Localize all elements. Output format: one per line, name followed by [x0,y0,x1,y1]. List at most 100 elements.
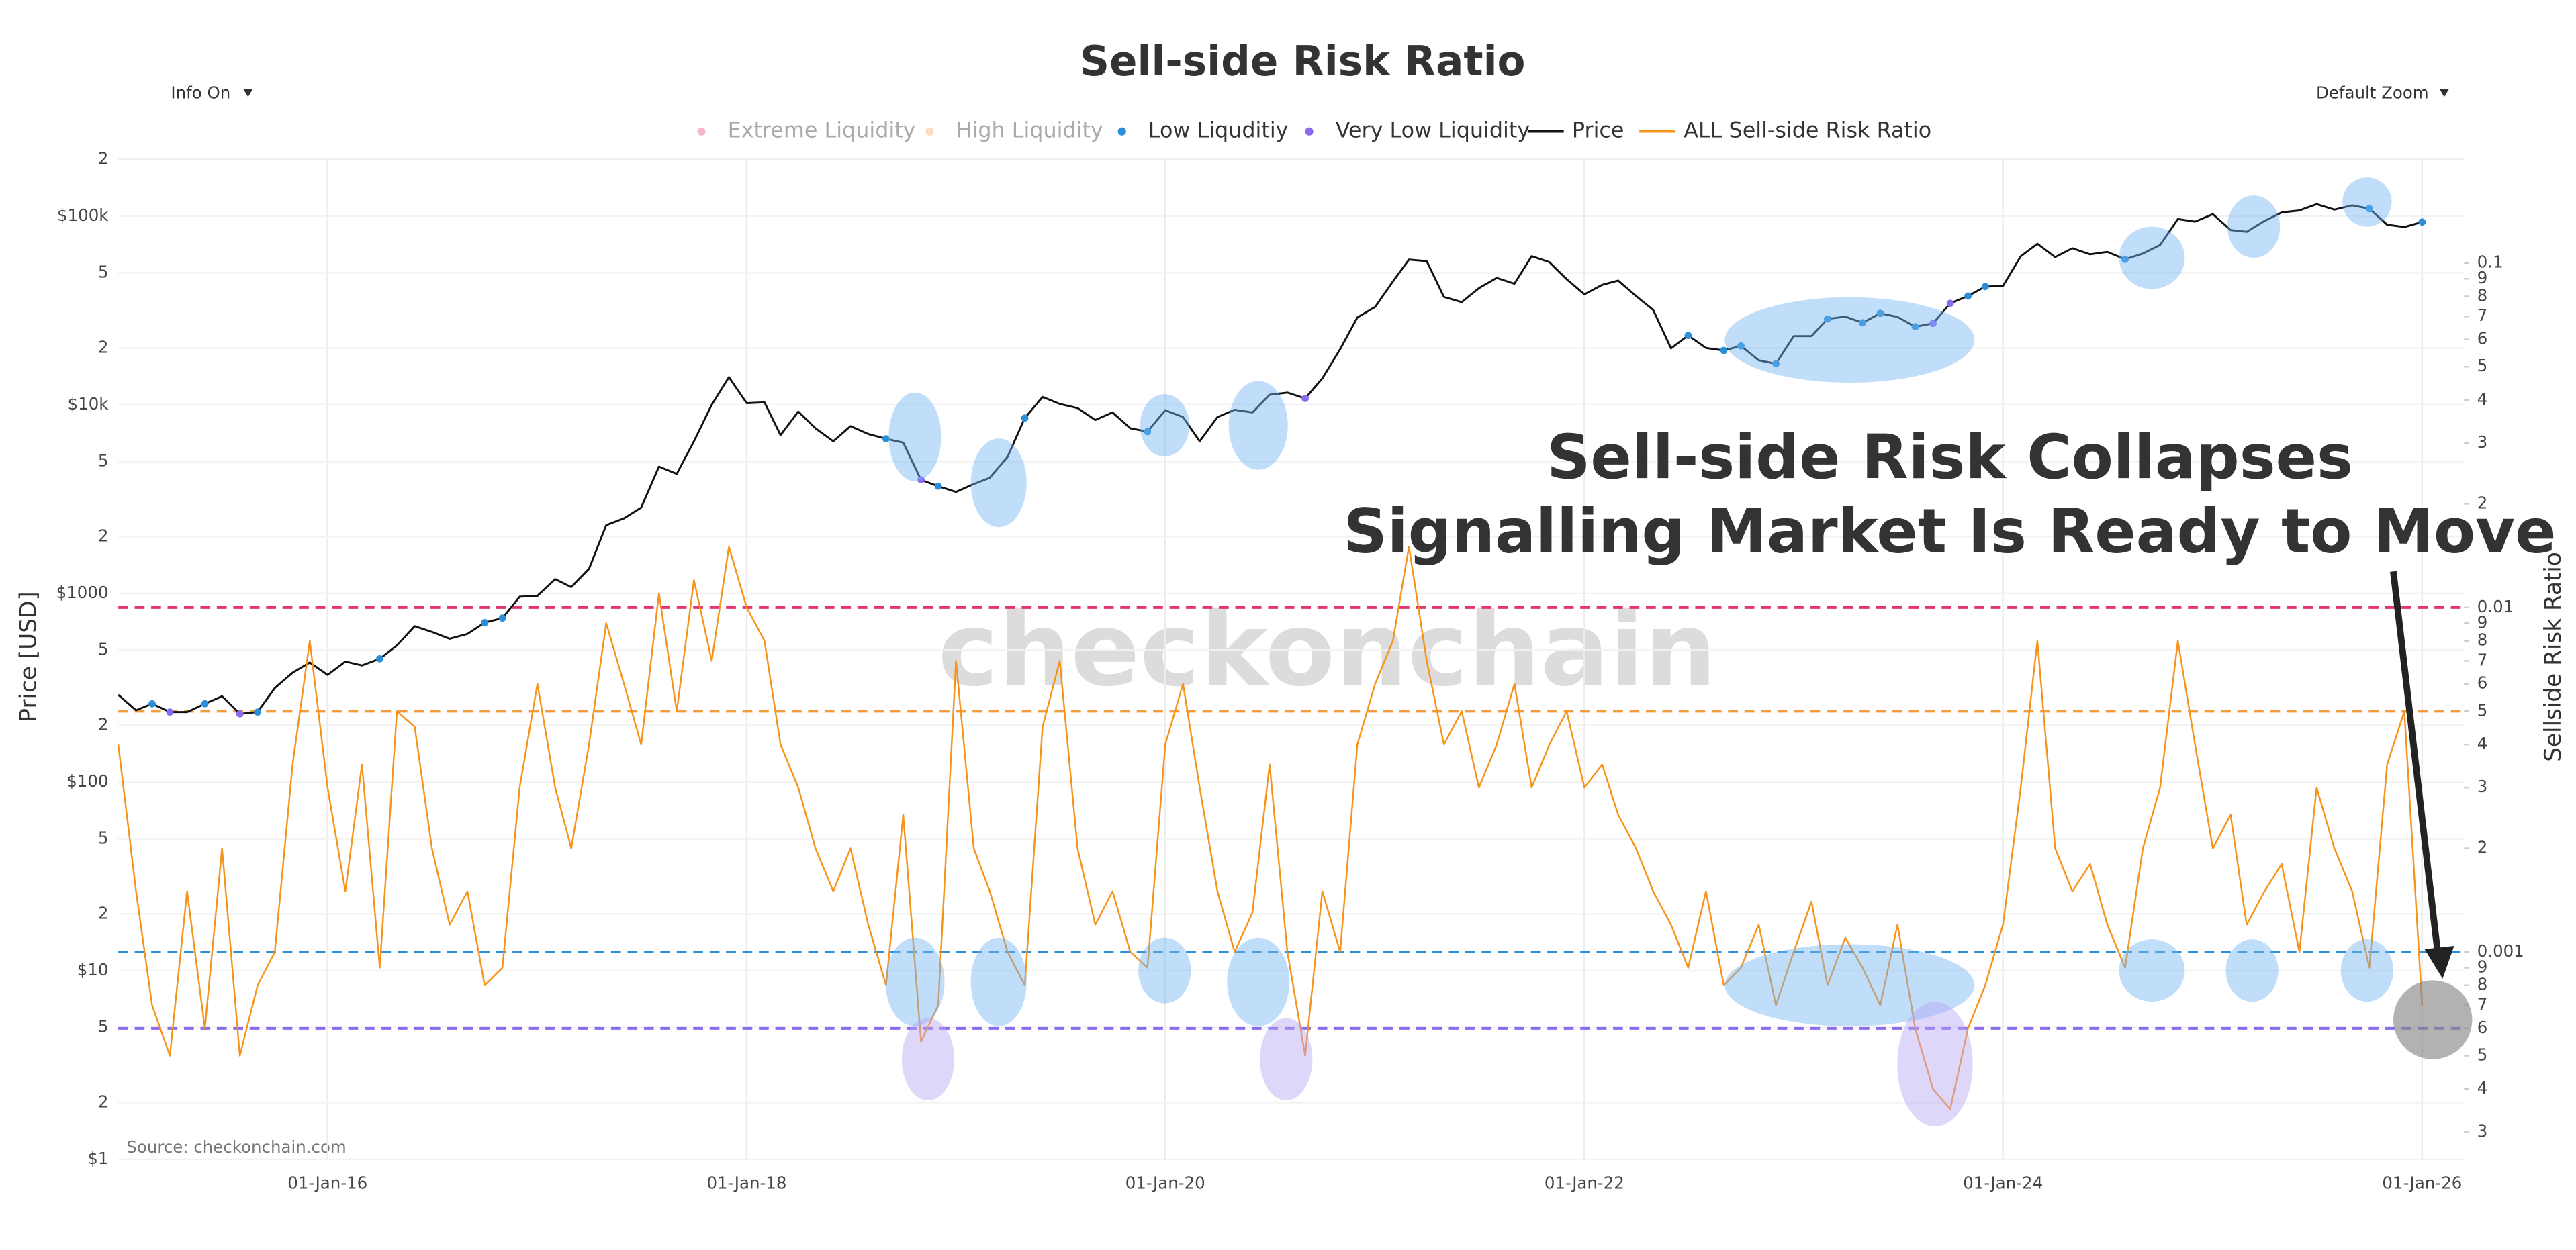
highlight [901,1018,955,1100]
chart-title: Sell-side Risk Ratio [1080,38,1526,85]
y2-tick-label: 7 [2477,650,2488,669]
x-tick-label: 01-Jan-22 [1545,1173,1624,1193]
legend-item[interactable]: ALL Sell-side Risk Ratio [1639,118,1931,143]
liquidity-marker [1964,292,1972,300]
y2-tick-label: 3 [2477,777,2488,796]
y2-tick-label: 6 [2477,673,2488,693]
liquidity-marker [934,482,942,490]
focus-circle [2393,980,2473,1059]
control-button[interactable]: Info On [171,83,230,102]
legend-item[interactable]: Extreme Liquidity [697,118,915,143]
y2-tick-label: 0.1 [2477,252,2503,272]
highlight-ellipses [901,1002,1973,1127]
y2-tick-label: 2 [2477,838,2488,857]
liquidity-marker [2121,255,2129,263]
highlight [1724,944,1975,1026]
liquidity-marker [166,708,174,716]
liquidity-marker [1772,360,1780,368]
y2-tick-label: 5 [2477,356,2488,375]
y2-tick-label: 6 [2477,329,2488,348]
highlight [2342,177,2392,227]
legend-item[interactable]: Low Liquditiy [1117,118,1289,143]
highlight [1227,937,1290,1026]
y2-tick-label: 9 [2477,612,2488,632]
highlight [2340,939,2393,1002]
legend-label: Extreme Liquidity [728,118,916,143]
y2-tick-label: 4 [2477,389,2488,409]
highlight [2227,195,2281,258]
annotation-text: Signalling Market Is Ready to Move [1344,496,2557,567]
y-tick-label: $100 [66,771,108,791]
control-button[interactable]: Default Zoom [2316,83,2429,102]
y2-tick-label: 4 [2477,1078,2488,1098]
legend-item[interactable]: Price [1527,118,1624,143]
x-tick-label: 01-Jan-24 [1963,1173,2043,1193]
series-line [117,546,2424,1110]
y2-tick-label: 4 [2477,734,2488,753]
liquidity-marker [236,710,244,718]
dropdown-icon[interactable] [243,89,253,97]
legend: Extreme Liquidity High Liquidity Low Liqud… [697,118,1931,143]
y-tick-label: 2 [98,526,109,545]
legend-label: Price [1572,118,1624,143]
plot [117,203,2465,1110]
highlight-ellipses [885,177,2393,1026]
y2-tick-label: 2 [2477,493,2488,512]
liquidity-marker [1824,315,1831,323]
arrow-head [2424,945,2454,979]
y-tick-label: 5 [98,262,109,281]
y2-tick-label: 5 [2477,700,2488,720]
y-tick-label: $100k [57,205,109,225]
y-tick-label: 2 [98,714,109,734]
source-note: Source: checkonchain.com [126,1137,346,1157]
y-tick-label: 5 [98,1017,109,1037]
highlight [2119,226,2185,289]
y2-tick-label: 8 [2477,975,2488,994]
y2-tick-label: 5 [2477,1045,2488,1064]
liquidity-marker [1946,299,1954,307]
y2-tick-label: 9 [2477,957,2488,977]
x-tick-label: 01-Jan-20 [1125,1173,1205,1193]
liquidity-marker [376,655,383,663]
legend-swatch [697,127,706,136]
legend-item[interactable]: Very Low Liquidity [1305,118,1530,143]
legend-item[interactable]: High Liquidity [925,118,1103,143]
highlight [885,937,945,1026]
highlight [1138,937,1191,1004]
liquidity-marker [1144,428,1152,436]
dropdown-icon[interactable] [2439,89,2450,97]
liquidity-marker [1929,320,1937,328]
liquidity-marker [882,435,890,442]
x-tick-label: 01-Jan-16 [287,1173,367,1193]
highlight [970,438,1027,528]
y-tick-label: 2 [98,1092,109,1111]
highlight [888,392,941,481]
x-tick-label: 01-Jan-26 [2382,1173,2462,1193]
liquidity-marker [1859,319,1866,327]
y2-tick-label: 0.001 [2477,941,2524,961]
y-tick-label: $1000 [56,583,109,602]
legend-label: Low Liquditiy [1148,118,1289,143]
highlight [2225,939,2279,1002]
legend-swatch [1117,127,1126,136]
highlight [1140,394,1189,457]
y2-tick-label: 7 [2477,305,2488,325]
y2-tick-label: 6 [2477,1018,2488,1037]
y2-axis-label: Sellside Risk Ratio [2540,552,2567,762]
liquidity-marker [498,614,506,622]
y-tick-label: 2 [98,148,109,168]
y2-tick-label: 0.01 [2477,597,2514,616]
liquidity-marker [1876,309,1884,318]
liquidity-marker [1021,414,1029,422]
grid: 01-Jan-16 01-Jan-18 01-Jan-20 01-Jan-22 01-J… [56,148,2524,1192]
y2-tick-label: 3 [2477,432,2488,452]
y-tick-label: $10 [77,960,109,979]
liquidity-marker [1737,342,1745,350]
y-tick-label: 5 [98,640,109,659]
y-tick-label: 2 [98,903,109,922]
highlight [2119,939,2185,1002]
